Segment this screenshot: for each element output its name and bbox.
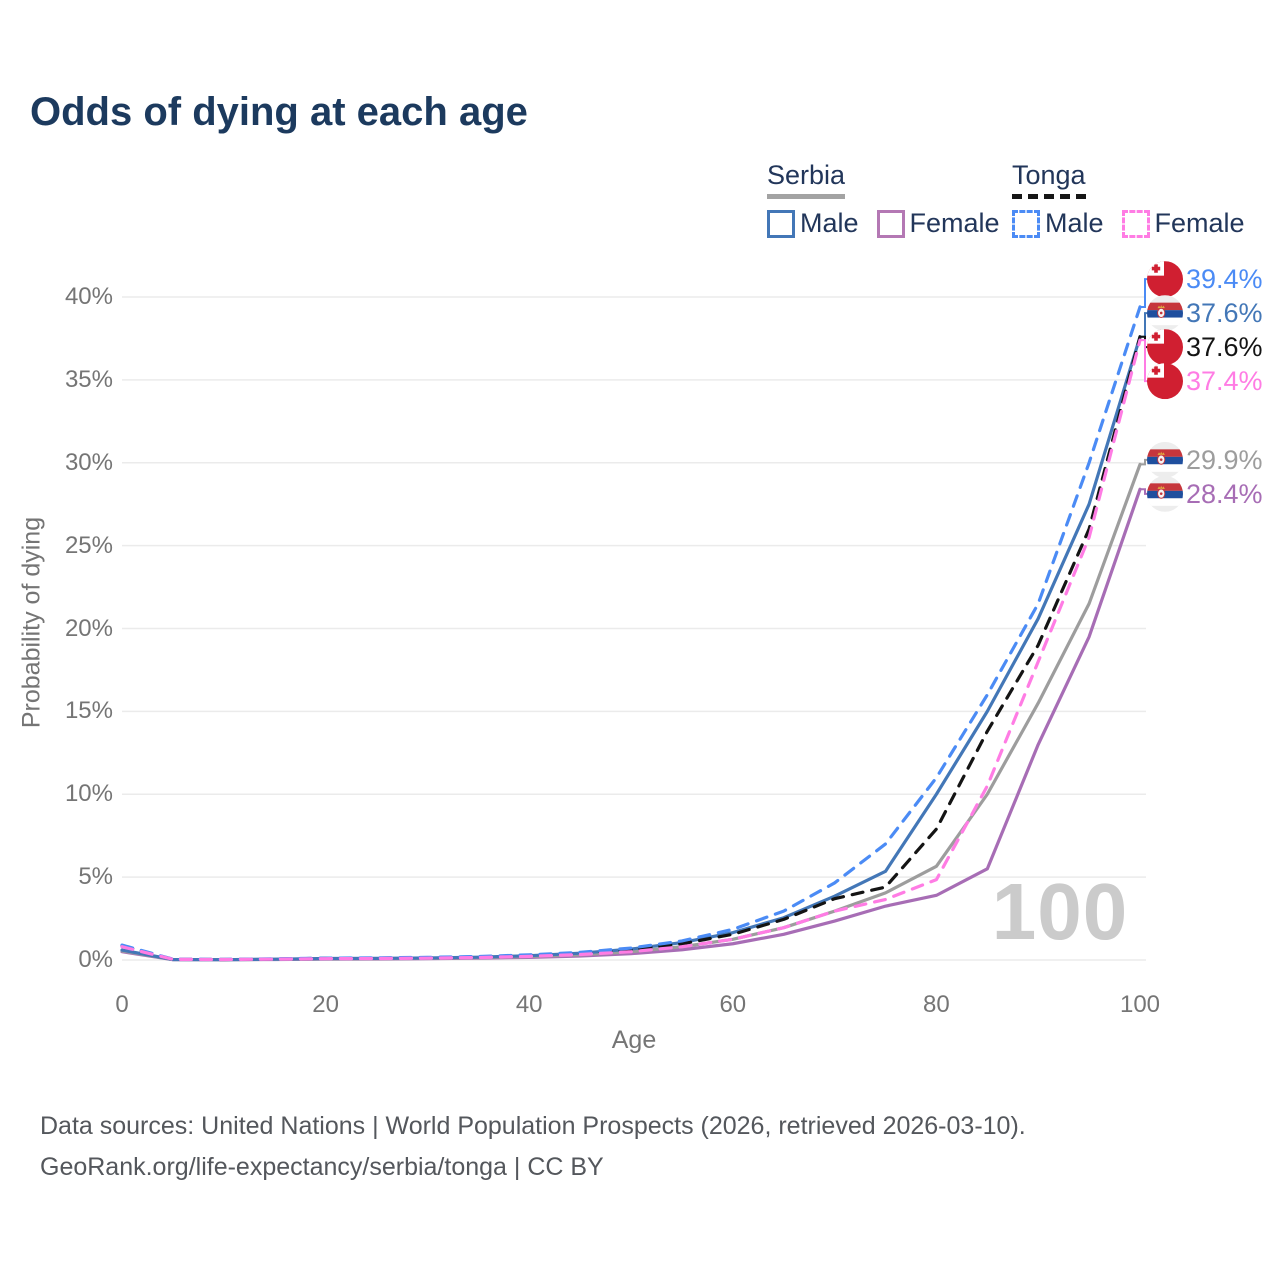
legend-item-tonga-female[interactable]: Female	[1121, 208, 1245, 239]
tonga-female-swatch-icon	[1121, 209, 1150, 238]
legend-item-serbia-female[interactable]: Female	[876, 208, 1000, 239]
y-tick-label: 25%	[64, 531, 113, 559]
end-value-label: 39.4%	[1186, 264, 1263, 295]
age-watermark: 100	[991, 867, 1129, 956]
legend-group-tonga: Tonga Male Female	[1012, 160, 1263, 239]
legend-country-serbia: Serbia	[767, 160, 846, 199]
y-tick-label: 35%	[64, 365, 113, 393]
end-value-label: 29.9%	[1186, 444, 1263, 475]
series-line-serbia-female[interactable]	[120, 487, 1142, 962]
serbia-flag-icon	[1147, 295, 1183, 332]
x-tick-label: 100	[1119, 991, 1161, 1018]
end-value-label: 37.6%	[1186, 332, 1263, 363]
end-value-label: 37.6%	[1186, 298, 1263, 329]
legend-item-serbia-male[interactable]: Male	[767, 208, 859, 239]
y-tick-label: 5%	[78, 863, 113, 891]
y-tick-label: 10%	[64, 780, 113, 808]
y-tick-label: 40%	[64, 283, 113, 310]
legend-item-tonga-male[interactable]: Male	[1012, 208, 1104, 239]
x-axis-title: Age	[611, 1026, 657, 1054]
y-tick-label: 0%	[78, 946, 113, 973]
x-tick-label: 40	[515, 991, 543, 1018]
footer: Data sources: United Nations | World Pop…	[40, 1106, 1026, 1188]
tonga-flag-icon	[1147, 363, 1183, 400]
series-line-tonga-male[interactable]	[120, 305, 1142, 961]
y-axis-title: Probability of dying	[17, 516, 46, 729]
y-tick-label: 30%	[64, 448, 113, 476]
serbia-female-swatch-icon	[876, 209, 905, 238]
end-value-label: 37.4%	[1186, 366, 1263, 397]
footer-datasource: Data sources: United Nations | World Pop…	[40, 1112, 1026, 1140]
legend-group-serbia: Serbia Male Female	[767, 160, 1018, 239]
tonga-flag-icon	[1147, 261, 1183, 298]
tonga-male-swatch-icon	[1012, 209, 1040, 238]
x-tick-label: 60	[719, 991, 747, 1018]
serbia-male-swatch-icon	[767, 209, 795, 238]
series-line-tonga-female[interactable]	[120, 338, 1142, 962]
page-title: Odds of dying at each age	[30, 90, 528, 134]
y-tick-label: 20%	[64, 614, 113, 642]
x-tick-label: 80	[923, 991, 950, 1018]
serbia-flag-icon	[1147, 441, 1183, 478]
end-value-label: 28.4%	[1186, 478, 1263, 509]
x-tick-label: 0	[115, 991, 129, 1018]
legend-country-tonga: Tonga	[1012, 160, 1086, 199]
footer-attribution: GeoRank.org/life-expectancy/serbia/tonga…	[40, 1153, 604, 1181]
x-tick-label: 20	[312, 991, 339, 1018]
serbia-flag-icon	[1147, 475, 1183, 512]
tonga-flag-icon	[1147, 329, 1183, 366]
y-tick-label: 15%	[64, 697, 113, 725]
